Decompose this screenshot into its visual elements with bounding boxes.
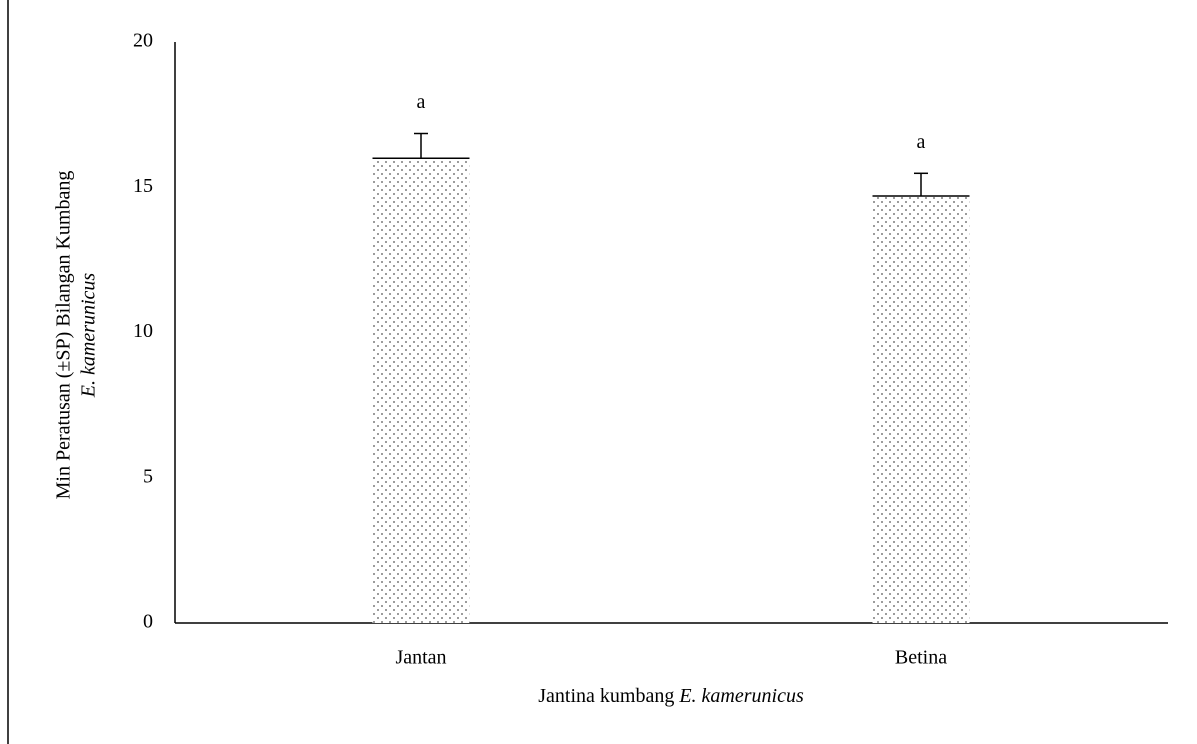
- annotation: a: [417, 91, 426, 113]
- annotation: a: [917, 131, 926, 153]
- x-tick-label: Jantan: [395, 647, 446, 669]
- bar: [372, 158, 470, 623]
- y-tick-label: 0: [143, 611, 153, 633]
- x-tick-label: Betina: [895, 647, 947, 669]
- x-axis-label-species: E. kamerunicus: [678, 685, 804, 707]
- y-tick-label: 10: [133, 320, 153, 342]
- y-tick-label: 5: [143, 465, 153, 487]
- y-tick-label: 15: [133, 175, 153, 197]
- y-axis-label: Min Peratusan (±SP) Bilangan Kumbang: [53, 171, 75, 500]
- bar: [872, 195, 970, 623]
- x-axis-label: Jantina kumbang E. kamerunicus: [538, 685, 804, 707]
- y-tick-label: 20: [133, 30, 153, 52]
- x-axis-label-text: Jantina kumbang: [538, 685, 674, 707]
- y-axis-label: E. kamerunicus: [78, 273, 100, 399]
